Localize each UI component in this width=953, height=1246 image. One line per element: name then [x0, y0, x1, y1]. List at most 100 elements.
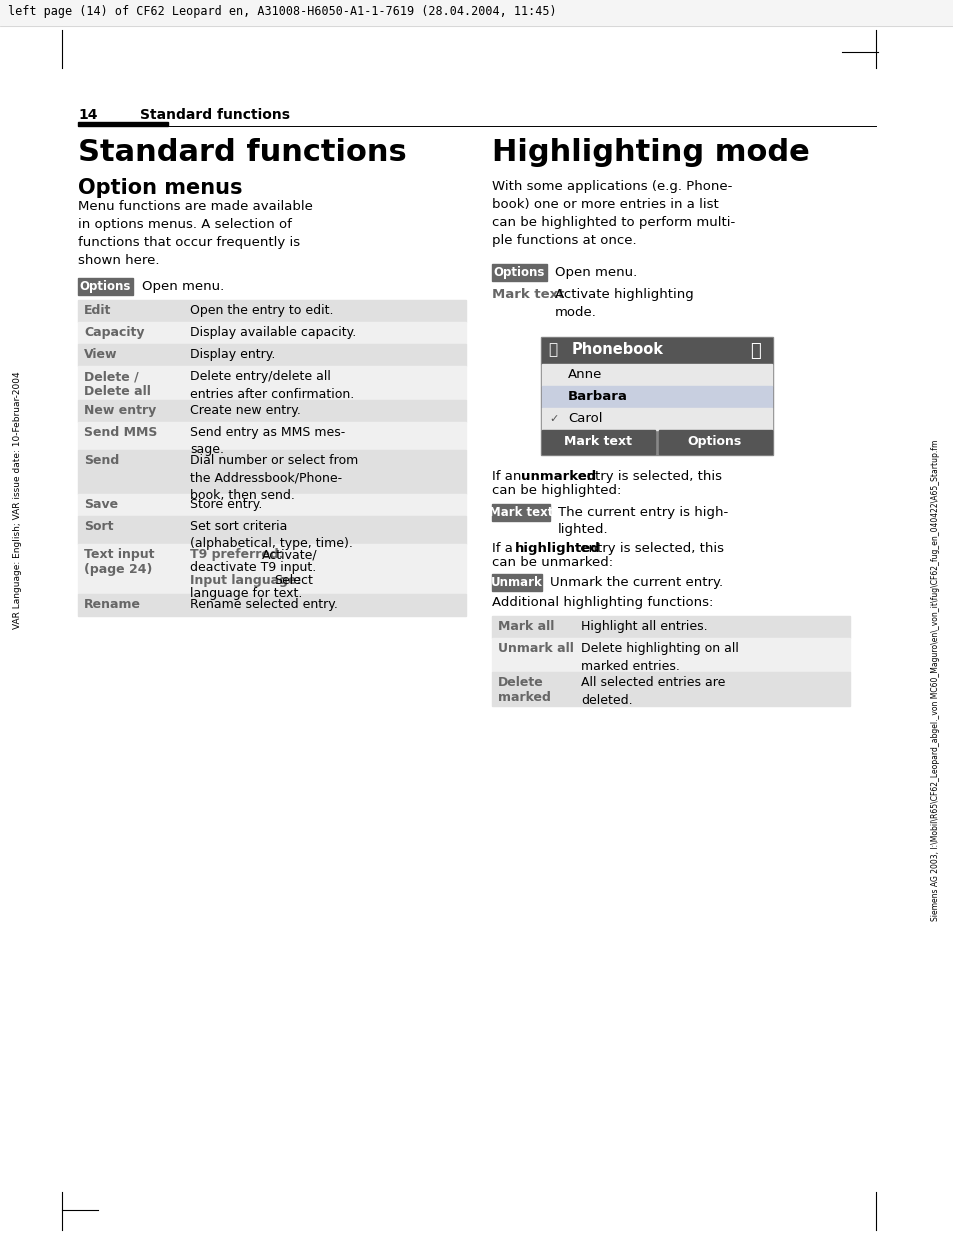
Text: entry is selected, this: entry is selected, this	[576, 542, 723, 554]
Bar	[492, 638, 849, 672]
Bar	[492, 574, 541, 591]
Bar	[546, 412, 560, 426]
Bar	[78, 493, 465, 516]
Text: With some applications (e.g. Phone-
book) one or more entries in a list
can be h: With some applications (e.g. Phone- book…	[492, 179, 735, 247]
Text: Text input
(page 24): Text input (page 24)	[84, 548, 154, 576]
Text: Option menus: Option menus	[78, 178, 242, 198]
Text: Siemens AG 2003, I:\Mobil\R65\CF62_Leopard_abgel._von MC60_Maguro\en\_von_it\fug: Siemens AG 2003, I:\Mobil\R65\CF62_Leopa…	[930, 440, 940, 921]
Bar	[659, 430, 771, 454]
Text: Anne: Anne	[567, 368, 601, 381]
Text: entry is selected, this: entry is selected, this	[574, 470, 721, 483]
Text: Mark all: Mark all	[497, 621, 554, 633]
Bar	[78, 122, 168, 126]
Text: Unmark: Unmark	[491, 576, 542, 589]
Text: Send entry as MMS mes-
sage.: Send entry as MMS mes- sage.	[190, 426, 345, 456]
Text: All selected entries are
deleted.: All selected entries are deleted.	[580, 677, 724, 706]
Bar	[541, 386, 771, 407]
Text: Rename: Rename	[84, 598, 141, 611]
Bar	[492, 503, 550, 521]
Text: Mark text: Mark text	[488, 506, 553, 520]
Text: The current entry is high-
lighted.: The current entry is high- lighted.	[558, 506, 727, 537]
Text: T9 preferred:: T9 preferred:	[190, 548, 283, 561]
Bar	[78, 278, 132, 295]
Text: Barbara: Barbara	[567, 390, 627, 402]
Bar	[492, 264, 546, 282]
Text: Capacity: Capacity	[84, 326, 144, 339]
Text: Carol: Carol	[567, 412, 602, 425]
Text: Options: Options	[80, 280, 132, 293]
Bar	[546, 368, 560, 383]
Text: VAR Language: English; VAR issue date: 10-Februar-2004: VAR Language: English; VAR issue date: 1…	[13, 371, 23, 629]
Bar	[78, 300, 465, 321]
Text: New entry: New entry	[84, 404, 156, 417]
Text: Send: Send	[84, 454, 119, 467]
Bar	[78, 516, 465, 545]
Text: Delete
marked: Delete marked	[497, 677, 550, 704]
Bar	[78, 400, 465, 422]
Bar	[78, 594, 465, 616]
Text: left page (14) of CF62 Leopard en, A31008-H6050-A1-1-7619 (28.04.2004, 11:45): left page (14) of CF62 Leopard en, A3100…	[8, 5, 556, 17]
Text: Activate/: Activate/	[262, 548, 317, 561]
Bar	[78, 321, 465, 344]
Bar	[78, 366, 465, 400]
Text: View: View	[84, 348, 117, 361]
Bar	[78, 450, 465, 493]
Text: Display available capacity.: Display available capacity.	[190, 326, 355, 339]
Bar	[541, 364, 771, 386]
Text: Sort: Sort	[84, 520, 113, 533]
Text: Highlight all entries.: Highlight all entries.	[580, 621, 707, 633]
Bar	[541, 338, 771, 364]
Text: Rename selected entry.: Rename selected entry.	[190, 598, 337, 611]
Bar	[78, 545, 465, 594]
Text: deactivate T9 input.: deactivate T9 input.	[190, 561, 315, 574]
Bar	[78, 344, 465, 366]
Text: Open the entry to edit.: Open the entry to edit.	[190, 304, 334, 316]
Text: Open menu.: Open menu.	[142, 280, 224, 293]
Bar	[0, 0, 953, 26]
Text: Unmark all: Unmark all	[497, 642, 574, 655]
Bar	[541, 430, 655, 454]
Text: Set sort criteria
(alphabetical, type, time).: Set sort criteria (alphabetical, type, t…	[190, 520, 353, 551]
Text: can be highlighted:: can be highlighted:	[492, 483, 620, 497]
Text: Save: Save	[84, 498, 118, 511]
Text: can be unmarked:: can be unmarked:	[492, 556, 613, 569]
Text: Mark text: Mark text	[492, 288, 564, 302]
Bar	[546, 390, 560, 404]
Text: If an: If an	[492, 470, 525, 483]
Text: Standard functions: Standard functions	[140, 108, 290, 122]
Text: If a: If a	[492, 542, 517, 554]
Bar	[492, 672, 849, 706]
Text: Menu functions are made available
in options menus. A selection of
functions tha: Menu functions are made available in opt…	[78, 201, 313, 267]
Text: Dial number or select from
the Addressbook/Phone-
book, then send.: Dial number or select from the Addressbo…	[190, 454, 358, 502]
Text: Phonebook: Phonebook	[572, 341, 663, 358]
Text: Input language:: Input language:	[190, 574, 301, 587]
Text: Standard functions: Standard functions	[78, 138, 406, 167]
Text: Edit: Edit	[84, 304, 112, 316]
Text: Options: Options	[687, 435, 741, 449]
Text: language for text.: language for text.	[190, 587, 302, 601]
Bar	[78, 422, 465, 450]
Text: Unmark the current entry.: Unmark the current entry.	[550, 576, 722, 589]
Text: Delete entry/delete all
entries after confirmation.: Delete entry/delete all entries after co…	[190, 370, 354, 400]
Text: Delete highlighting on all
marked entries.: Delete highlighting on all marked entrie…	[580, 642, 739, 673]
Text: Activate highlighting
mode.: Activate highlighting mode.	[555, 288, 693, 319]
Text: Options: Options	[494, 265, 544, 279]
Text: Send MMS: Send MMS	[84, 426, 157, 439]
Bar	[540, 336, 772, 455]
Text: Highlighting mode: Highlighting mode	[492, 138, 809, 167]
Text: Open menu.: Open menu.	[555, 265, 637, 279]
Bar	[492, 616, 849, 638]
Text: Create new entry.: Create new entry.	[190, 404, 300, 417]
Text: ✓: ✓	[549, 414, 558, 424]
Bar	[541, 407, 771, 430]
Bar	[541, 386, 771, 407]
Text: Select: Select	[274, 574, 313, 587]
Text: unmarked: unmarked	[520, 470, 596, 483]
Text: ⌕: ⌕	[749, 341, 760, 360]
Text: highlighted: highlighted	[515, 542, 600, 554]
Text: Store entry.: Store entry.	[190, 498, 262, 511]
Text: Mark text: Mark text	[563, 435, 631, 449]
Text: Additional highlighting functions:: Additional highlighting functions:	[492, 596, 713, 609]
Text: Display entry.: Display entry.	[190, 348, 275, 361]
Text: 14: 14	[78, 108, 97, 122]
